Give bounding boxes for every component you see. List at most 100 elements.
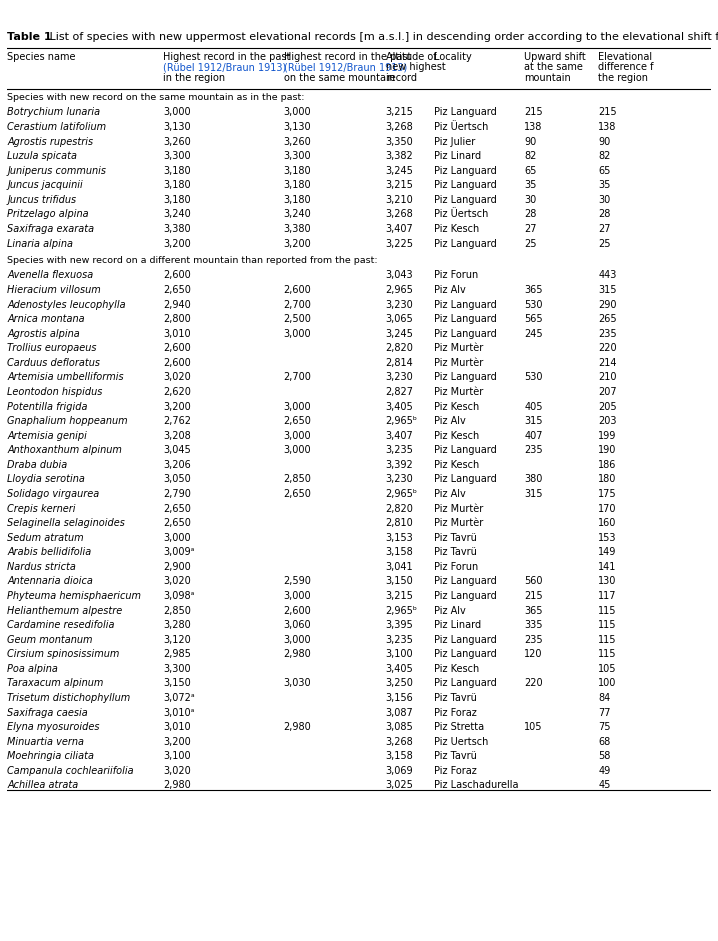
Text: 315: 315 <box>524 416 543 426</box>
Text: 3,000: 3,000 <box>284 402 312 411</box>
Text: 3,010ᵃ: 3,010ᵃ <box>164 708 195 718</box>
Text: 3,200: 3,200 <box>164 402 191 411</box>
Text: Agrostis alpina: Agrostis alpina <box>7 328 80 339</box>
Text: 315: 315 <box>598 285 617 295</box>
Text: 84: 84 <box>598 693 610 703</box>
Text: Pritzelago alpina: Pritzelago alpina <box>7 210 89 219</box>
Text: 3,158: 3,158 <box>386 548 414 557</box>
Text: 3,150: 3,150 <box>164 678 191 689</box>
Text: Piz Languard: Piz Languard <box>434 314 496 325</box>
Text: 407: 407 <box>524 431 543 440</box>
Text: Piz Kesch: Piz Kesch <box>434 402 479 411</box>
Text: 214: 214 <box>598 358 617 368</box>
Text: Piz Forun: Piz Forun <box>434 270 478 280</box>
Text: 3,260: 3,260 <box>284 136 312 147</box>
Text: Saxifraga exarata: Saxifraga exarata <box>7 224 94 234</box>
Text: Draba dubia: Draba dubia <box>7 460 67 470</box>
Text: Selaginella selaginoides: Selaginella selaginoides <box>7 518 125 528</box>
Text: 28: 28 <box>524 210 537 219</box>
Text: 49: 49 <box>598 766 610 776</box>
Text: 3,300: 3,300 <box>164 664 191 674</box>
Text: Campanula cochleariifolia: Campanula cochleariifolia <box>7 766 134 776</box>
Text: 77: 77 <box>598 708 611 718</box>
Text: 3,100: 3,100 <box>164 751 191 761</box>
Text: 3,010: 3,010 <box>164 328 191 339</box>
Text: 235: 235 <box>524 635 543 645</box>
Text: 3,382: 3,382 <box>386 152 414 161</box>
Text: 160: 160 <box>598 518 617 528</box>
Text: 2,650: 2,650 <box>164 285 191 295</box>
Text: 215: 215 <box>524 591 543 601</box>
Text: Artemisia genipi: Artemisia genipi <box>7 431 87 440</box>
Text: 220: 220 <box>524 678 543 689</box>
Text: Piz Languard: Piz Languard <box>434 678 496 689</box>
Text: Piz Kesch: Piz Kesch <box>434 664 479 674</box>
Text: Upward shift: Upward shift <box>524 52 586 62</box>
Text: the region: the region <box>598 73 648 83</box>
Text: 2,600: 2,600 <box>284 285 312 295</box>
Text: 2,600: 2,600 <box>164 343 191 353</box>
Text: Piz Languard: Piz Languard <box>434 474 496 485</box>
Text: Elevational: Elevational <box>598 52 653 62</box>
Text: Species name: Species name <box>7 52 75 62</box>
Text: 3,230: 3,230 <box>386 373 414 382</box>
Text: 365: 365 <box>524 285 543 295</box>
Text: Cardamine resedifolia: Cardamine resedifolia <box>7 620 115 630</box>
Text: 220: 220 <box>598 343 617 353</box>
Text: record: record <box>386 73 416 83</box>
Text: Piz Murtèr: Piz Murtèr <box>434 387 482 397</box>
Text: Juncus jacquinii: Juncus jacquinii <box>7 181 83 190</box>
Text: 203: 203 <box>598 416 617 426</box>
Text: Highest record in the past: Highest record in the past <box>284 52 411 62</box>
Text: 3,153: 3,153 <box>386 533 414 543</box>
Text: 205: 205 <box>598 402 617 411</box>
Text: on the same mountain: on the same mountain <box>284 73 395 83</box>
Text: Helianthemum alpestre: Helianthemum alpestre <box>7 606 123 615</box>
Text: 215: 215 <box>598 107 617 118</box>
Text: Piz Languard: Piz Languard <box>434 328 496 339</box>
Text: 82: 82 <box>598 152 610 161</box>
Text: 3,235: 3,235 <box>386 635 414 645</box>
Text: Lloydia serotina: Lloydia serotina <box>7 474 85 485</box>
Text: 3,065: 3,065 <box>386 314 414 325</box>
Text: 3,245: 3,245 <box>386 166 414 176</box>
Text: 28: 28 <box>598 210 610 219</box>
Text: 3,230: 3,230 <box>386 299 414 310</box>
Text: 2,650: 2,650 <box>284 489 312 499</box>
Text: Piz Üertsch: Piz Üertsch <box>434 122 488 132</box>
Text: Piz Kesch: Piz Kesch <box>434 431 479 440</box>
Text: 141: 141 <box>598 562 617 572</box>
Text: Piz Linard: Piz Linard <box>434 152 481 161</box>
Text: 3,020: 3,020 <box>164 373 191 382</box>
Text: Piz Languard: Piz Languard <box>434 649 496 660</box>
Text: 175: 175 <box>598 489 617 499</box>
Text: 75: 75 <box>598 722 611 732</box>
Text: 3,200: 3,200 <box>284 239 312 248</box>
Text: 3,405: 3,405 <box>386 664 414 674</box>
Text: Minuartia verna: Minuartia verna <box>7 737 84 747</box>
Text: Piz Languard: Piz Languard <box>434 635 496 645</box>
Text: 2,650: 2,650 <box>164 518 191 528</box>
Text: Highest record in the past: Highest record in the past <box>164 52 291 62</box>
Text: 3,210: 3,210 <box>386 195 414 205</box>
Text: 35: 35 <box>524 181 537 190</box>
Text: 65: 65 <box>598 166 610 176</box>
Text: Botrychium lunaria: Botrychium lunaria <box>7 107 101 118</box>
Text: 3,200: 3,200 <box>164 737 191 747</box>
Text: 3,030: 3,030 <box>284 678 312 689</box>
Text: Piz Languard: Piz Languard <box>434 107 496 118</box>
Text: 68: 68 <box>598 737 610 747</box>
Text: 3,235: 3,235 <box>386 445 414 455</box>
Text: (Rübel 1912/Braun 1913): (Rübel 1912/Braun 1913) <box>284 62 407 72</box>
Text: 2,850: 2,850 <box>284 474 312 485</box>
Text: 100: 100 <box>598 678 617 689</box>
Text: Piz Kesch: Piz Kesch <box>434 460 479 470</box>
Text: 2,820: 2,820 <box>386 343 414 353</box>
Text: 3,268: 3,268 <box>386 210 414 219</box>
Text: 3,215: 3,215 <box>386 107 414 118</box>
Text: 3,100: 3,100 <box>386 649 414 660</box>
Text: 2,980: 2,980 <box>284 649 312 660</box>
Text: 3,072ᵃ: 3,072ᵃ <box>164 693 195 703</box>
Text: 3,240: 3,240 <box>164 210 191 219</box>
Text: Piz Üertsch: Piz Üertsch <box>434 210 488 219</box>
